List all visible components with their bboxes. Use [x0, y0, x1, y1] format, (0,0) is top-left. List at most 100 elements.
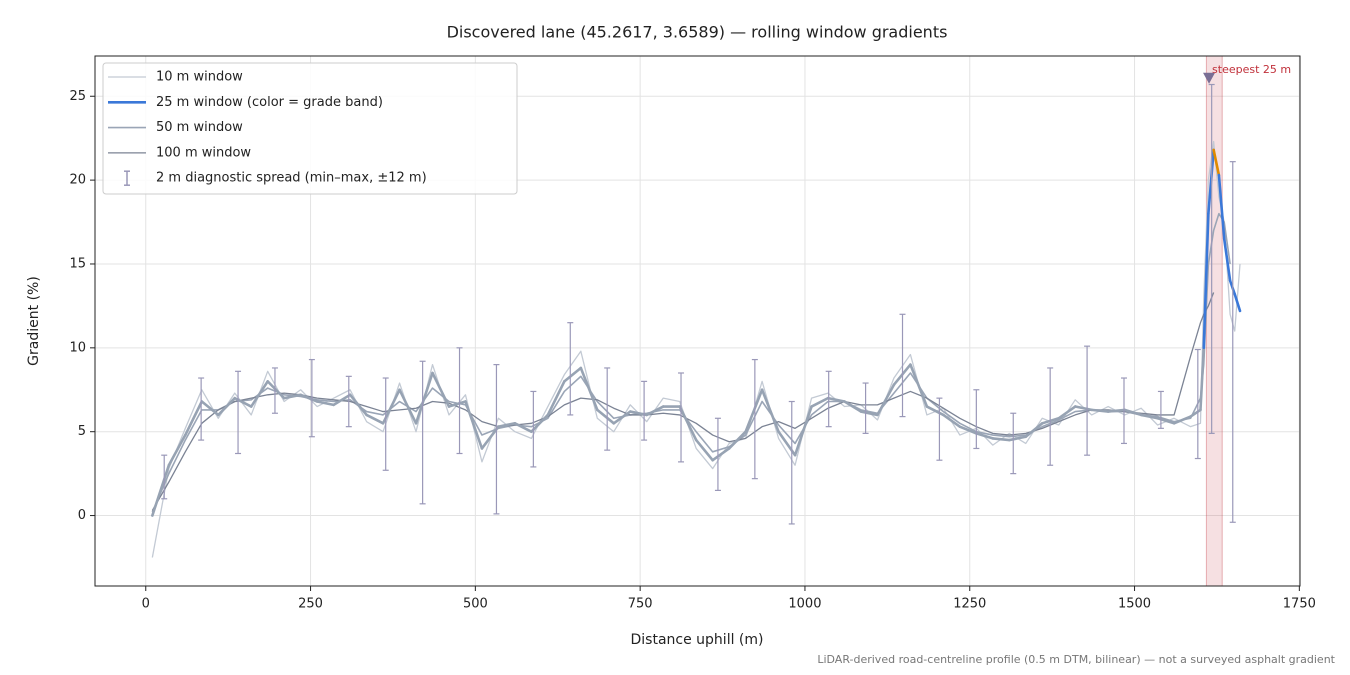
line-segment	[332, 393, 352, 407]
error-bar	[641, 380, 648, 441]
error-bar	[382, 377, 389, 471]
line-segment	[843, 400, 863, 413]
error-bar	[973, 389, 980, 450]
y-tick-label: 0	[78, 508, 86, 523]
line-segment	[1073, 405, 1093, 412]
line-segment	[1202, 212, 1210, 350]
line-segment	[184, 400, 204, 437]
line-segment	[744, 388, 764, 433]
line-segment	[727, 430, 747, 450]
error-bar	[1047, 367, 1054, 466]
line-segment	[1139, 413, 1159, 420]
line-segment	[958, 425, 978, 435]
error-bar	[419, 360, 426, 505]
x-tick-label: 0	[142, 597, 150, 612]
y-tick-label: 15	[69, 256, 86, 271]
line-segment	[497, 422, 517, 428]
line-segment	[315, 400, 335, 407]
steepest-span	[1205, 55, 1223, 587]
x-tick-label: 750	[628, 597, 653, 612]
line-segment	[1057, 405, 1077, 420]
x-tick-label: 500	[463, 597, 488, 612]
line-segment	[447, 400, 467, 408]
line-segment	[398, 388, 418, 425]
error-bar	[493, 364, 500, 515]
error-bar	[345, 375, 352, 428]
line-segment	[678, 405, 698, 442]
legend-label: 50 m window	[156, 120, 243, 135]
line-segment	[282, 393, 302, 400]
x-tick-label: 1500	[1118, 597, 1151, 612]
line-segment	[216, 396, 237, 417]
error-bar	[530, 390, 537, 468]
line-segment	[810, 396, 830, 408]
legend-label: 10 m window	[156, 70, 243, 85]
legend-label: 25 m window (color = grade band)	[156, 95, 383, 110]
line	[151, 140, 1241, 558]
line-segment	[1207, 148, 1215, 215]
line-segment	[431, 371, 451, 408]
error-bar	[1084, 345, 1091, 456]
line-segment	[975, 432, 995, 440]
line-segment	[1199, 346, 1206, 412]
line-segment	[991, 437, 1011, 442]
legend-label: 2 m diagnostic spread (min–max, ±12 m)	[156, 171, 427, 186]
line-segment	[1189, 408, 1202, 418]
y-axis-label: Gradient (%)	[26, 276, 42, 366]
line-segment	[200, 400, 220, 417]
error-bar	[1208, 83, 1215, 434]
line-segment	[167, 433, 187, 467]
line-segment	[859, 410, 879, 417]
line-segment	[694, 438, 714, 462]
line-segment	[249, 380, 270, 408]
line-segment	[299, 393, 319, 403]
line-segment	[942, 413, 962, 428]
line-segment	[1024, 422, 1044, 439]
error-bar	[235, 370, 242, 455]
line-segment	[1217, 173, 1226, 241]
y-tick-label: 20	[69, 173, 86, 188]
line-segment	[1233, 292, 1242, 313]
line-segment	[1090, 408, 1110, 413]
error-bar	[862, 382, 869, 434]
line-segment	[1172, 415, 1192, 425]
line-segment	[909, 363, 929, 408]
error-bar	[825, 370, 832, 428]
line-segment	[365, 413, 385, 425]
x-tick-label: 250	[298, 597, 323, 612]
line-segment	[563, 366, 583, 383]
y-tick-label: 5	[78, 424, 86, 439]
line-segment	[1106, 408, 1126, 413]
x-tick-label: 1750	[1283, 597, 1316, 612]
error-bar	[788, 400, 795, 525]
line	[151, 292, 1215, 511]
line-segment	[414, 371, 434, 425]
footnote: LiDAR-derived road-centreline profile (0…	[817, 653, 1335, 666]
line-segment	[1212, 148, 1221, 177]
line-segment	[1123, 408, 1143, 417]
line-segment	[530, 413, 550, 433]
x-tick-label: 1000	[788, 597, 821, 612]
error-bar	[1157, 390, 1164, 429]
line-segment	[793, 405, 813, 457]
legend-label: 100 m window	[156, 145, 251, 160]
line-segment	[546, 380, 566, 417]
error-bar	[1010, 412, 1017, 475]
steepest-label: steepest 25 m	[1212, 63, 1291, 76]
line-segment	[1008, 435, 1028, 442]
line-segment	[876, 383, 896, 417]
line-segment	[579, 366, 599, 412]
line-segment	[925, 405, 945, 417]
error-bar	[161, 454, 168, 500]
error-bar	[271, 367, 278, 414]
error-bar	[751, 358, 758, 480]
line-segment	[711, 447, 731, 462]
line-segment	[1222, 237, 1232, 283]
error-bar	[1229, 161, 1236, 523]
error-bar	[1194, 348, 1201, 460]
x-tick-label: 1250	[953, 597, 986, 612]
error-bar	[308, 358, 315, 438]
line-segment	[513, 422, 533, 433]
line	[151, 212, 1231, 513]
